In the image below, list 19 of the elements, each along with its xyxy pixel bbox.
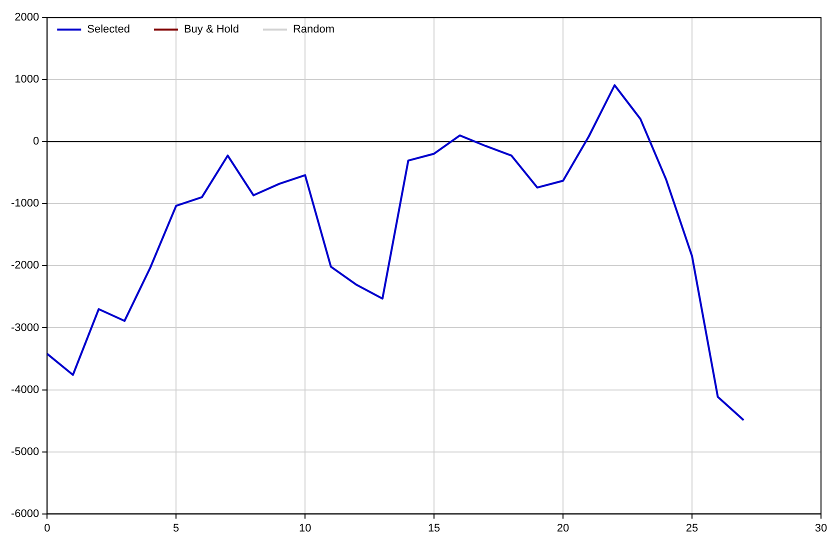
legend-label: Random [292, 24, 335, 36]
y-tick-label: 0 [33, 136, 40, 148]
x-tick-label: 30 [814, 522, 828, 534]
y-tick-label: -4000 [10, 384, 40, 396]
x-tick-label: 25 [686, 522, 698, 534]
y-tick-label: -3000 [10, 322, 40, 334]
x-tick-label: 15 [428, 522, 440, 534]
x-tick-label: 20 [556, 522, 570, 534]
x-tick-label: 5 [173, 522, 180, 534]
legend-label: Selected [87, 24, 130, 36]
y-tick-label: 2000 [14, 12, 40, 24]
y-tick-label: 1000 [14, 74, 40, 86]
y-tick-label: -2000 [10, 260, 40, 272]
x-tick-label: 10 [298, 522, 312, 534]
x-tick-label: 0 [44, 522, 50, 534]
y-tick-label: -5000 [10, 446, 40, 458]
legend-label: Buy & Hold [184, 24, 239, 36]
y-tick-label: -1000 [10, 198, 40, 210]
y-tick-label: -6000 [10, 508, 40, 520]
